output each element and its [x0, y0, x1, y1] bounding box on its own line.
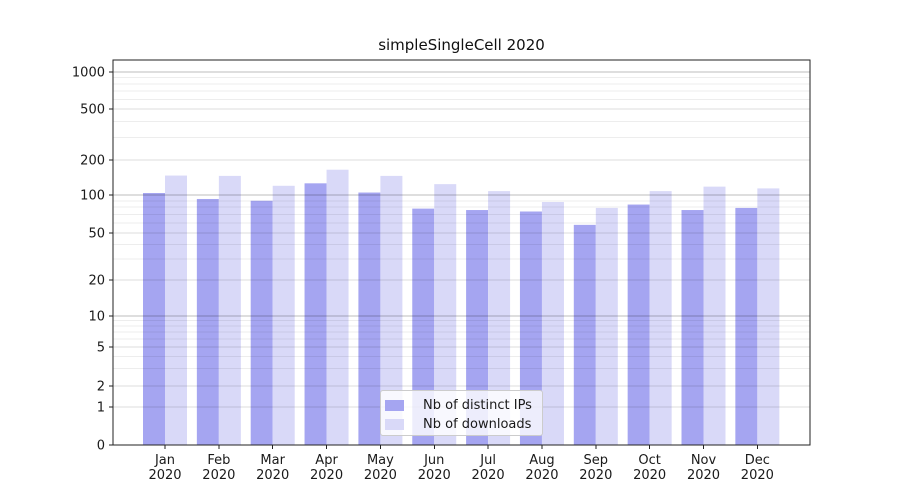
x-tick-label-year: 2020	[418, 468, 451, 483]
bar-downloads-apr	[326, 169, 349, 445]
y-tick-label: 1	[97, 401, 105, 416]
bar-downloads-feb	[218, 175, 241, 445]
legend-item-distinct-ips: Nb of distinct IPs	[381, 396, 542, 415]
bar-distinct-ips-nov	[681, 210, 704, 445]
y-tick-label: 200	[80, 154, 105, 169]
bar-downloads-sep	[595, 207, 618, 445]
x-tick-label-month: Aug	[529, 453, 554, 468]
bar-distinct-ips-mar	[250, 200, 273, 445]
legend: Nb of distinct IPs Nb of downloads	[380, 390, 543, 436]
y-tick-label: 10	[88, 310, 105, 325]
bar-downloads-jun	[434, 184, 457, 445]
x-tick-label-month: Mar	[260, 453, 285, 468]
x-tick-label-month: Nov	[691, 453, 717, 468]
x-tick-label-month: May	[367, 453, 394, 468]
x-tick-label-month: Dec	[745, 453, 770, 468]
bar-downloads-may	[380, 175, 403, 445]
x-tick-label-year: 2020	[364, 468, 397, 483]
y-tick-label: 2	[97, 380, 105, 395]
x-tick-label-year: 2020	[633, 468, 666, 483]
bar-distinct-ips-dec	[735, 207, 758, 445]
bar-distinct-ips-may	[358, 192, 381, 445]
x-tick-label-year: 2020	[687, 468, 720, 483]
bar-distinct-ips-jun	[412, 208, 435, 445]
bar-distinct-ips-apr	[304, 183, 327, 445]
x-tick-label-year: 2020	[741, 468, 774, 483]
bar-distinct-ips-sep	[573, 224, 596, 445]
x-tick-label-month: Sep	[584, 453, 609, 468]
bar-downloads-mar	[272, 185, 295, 445]
bar-downloads-nov	[703, 186, 726, 445]
x-tick-label-year: 2020	[579, 468, 612, 483]
bar-distinct-ips-feb	[196, 198, 219, 445]
y-tick-label: 20	[88, 274, 105, 289]
x-tick-label-year: 2020	[310, 468, 343, 483]
y-tick-label: 0	[97, 439, 105, 454]
bar-distinct-ips-aug	[519, 211, 542, 445]
x-tick-label-month: Oct	[638, 453, 660, 468]
x-tick-label-month: Jul	[479, 453, 496, 468]
plot-border	[112, 59, 811, 446]
y-tick-label: 50	[88, 227, 105, 242]
chart-title: simpleSingleCell 2020	[378, 36, 545, 54]
y-tick-label: 5	[97, 341, 105, 356]
legend-label-distinct-ips: Nb of distinct IPs	[423, 398, 532, 413]
x-tick-label-month: Jan	[154, 453, 175, 468]
x-tick-label-month: Jun	[423, 453, 444, 468]
bar-downloads-oct	[649, 191, 672, 445]
bar-downloads-aug	[541, 202, 564, 445]
y-tick-label: 1000	[72, 66, 105, 81]
x-tick-label-year: 2020	[256, 468, 289, 483]
x-tick-label-year: 2020	[202, 468, 235, 483]
bar-distinct-ips-jan	[143, 193, 165, 445]
bar-downloads-jan	[165, 175, 187, 445]
bar-distinct-ips-jul	[466, 210, 489, 445]
legend-item-downloads: Nb of downloads	[381, 415, 542, 434]
legend-label-downloads: Nb of downloads	[423, 417, 532, 432]
x-tick-label-month: Feb	[207, 453, 230, 468]
x-tick-label-year: 2020	[148, 468, 181, 483]
bar-distinct-ips-oct	[627, 204, 650, 445]
legend-swatch-distinct-ips	[385, 400, 404, 411]
x-tick-label-year: 2020	[472, 468, 505, 483]
x-tick-label-year: 2020	[525, 468, 558, 483]
legend-swatch-downloads	[385, 419, 404, 430]
x-tick-label-month: Apr	[315, 453, 338, 468]
bar-downloads-jul	[488, 191, 511, 445]
y-tick-label: 100	[80, 189, 105, 204]
bar-downloads-dec	[757, 188, 780, 445]
y-tick-label: 500	[80, 103, 105, 118]
